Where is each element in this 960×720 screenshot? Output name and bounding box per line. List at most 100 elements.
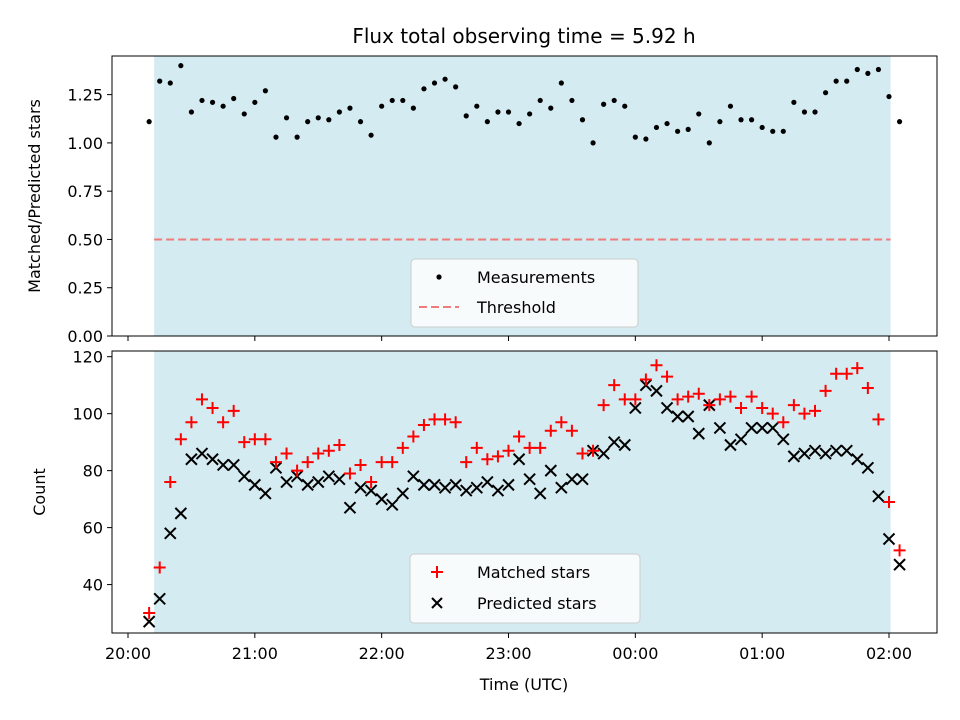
measurement-point — [421, 86, 427, 92]
predicted-star-point — [195, 447, 209, 460]
predicted-star-point — [840, 444, 853, 457]
measurement-point — [209, 99, 216, 105]
measurement-point — [389, 97, 395, 104]
measurement-point — [336, 109, 342, 115]
measurement-point — [379, 103, 385, 109]
matched-star-point — [608, 379, 621, 392]
count-x-tick-label: 22:00 — [359, 644, 405, 663]
legend-predicted-label: Predicted stars — [477, 594, 597, 613]
matched-star-point — [523, 441, 536, 454]
predicted-star-point — [185, 453, 198, 466]
measurement-point — [738, 117, 744, 123]
legend-measurements-label: Measurements — [477, 268, 595, 287]
matched-star-point — [555, 416, 568, 429]
measurement-point — [780, 128, 786, 134]
predicted-star-point — [534, 487, 547, 500]
measurement-point — [569, 97, 575, 104]
measurement-point — [643, 136, 649, 142]
measurement-point — [770, 128, 776, 134]
ratio-y-tick-label: 0.50 — [67, 230, 103, 249]
ratio-axes-frame — [111, 55, 938, 337]
predicted-star-point — [153, 592, 166, 606]
matched-star-point — [830, 367, 843, 380]
count-y-tick-label: 100 — [72, 405, 103, 424]
predicted-star-point — [386, 498, 399, 512]
matched-star-point — [280, 447, 293, 460]
predicted-star-point — [375, 492, 388, 506]
matched-star-point — [513, 430, 526, 443]
predicted-star-point — [407, 470, 420, 483]
measurement-point — [685, 126, 691, 132]
measurement-point — [505, 109, 512, 115]
count-y-ticks: 40 60 80 100 120 — [72, 348, 112, 595]
measurement-point — [495, 109, 501, 115]
ratio-y-tick-label: 0.00 — [67, 327, 103, 346]
chart-title: Flux total observing time = 5.92 h — [352, 24, 695, 48]
matched-star-point — [661, 370, 674, 383]
measurement-point — [717, 119, 723, 125]
ratio-y-tick-label: 1.00 — [67, 134, 103, 153]
predicted-star-point — [671, 410, 684, 423]
measurement-point — [579, 117, 586, 123]
count-y-tick-label: 60 — [83, 519, 103, 538]
matched-star-point — [291, 464, 304, 477]
measurement-point — [801, 109, 808, 115]
matched-star-point — [766, 407, 779, 420]
predicted-star-point — [618, 438, 631, 452]
matched-star-point — [143, 607, 156, 620]
matched-star-point — [439, 413, 452, 426]
matched-star-point — [861, 382, 874, 395]
measurement-point — [241, 111, 247, 117]
measurement-point — [696, 111, 702, 117]
predicted-star-point — [734, 433, 748, 446]
matched-star-point — [375, 456, 388, 469]
count-legend: Matched stars Predicted stars — [409, 553, 641, 624]
matched-star-point — [618, 393, 631, 406]
matched-star-point — [481, 453, 494, 466]
predicted-star-point — [280, 475, 293, 489]
matched-star-point — [544, 424, 557, 437]
predicted-star-point — [333, 472, 346, 486]
measurement-point — [146, 119, 152, 125]
matched-star-point — [428, 413, 441, 426]
measurement-point — [431, 80, 438, 86]
predicted-star-point — [576, 472, 589, 486]
measurement-point — [833, 78, 839, 84]
measurement-point — [167, 80, 173, 86]
predicted-star-point — [174, 507, 188, 520]
matched-star-point — [502, 444, 515, 457]
measurement-point — [590, 140, 596, 146]
predicted-star-point — [660, 401, 674, 415]
matched-star-point — [460, 456, 473, 469]
matched-star-points — [143, 359, 906, 620]
measurement-point — [368, 132, 374, 138]
measurement-point — [262, 88, 269, 94]
count-y-tick-label: 80 — [83, 462, 103, 481]
measurement-point — [199, 97, 205, 104]
legend-measurements-marker — [436, 274, 442, 280]
measurement-point — [315, 115, 321, 121]
count-y-tick-label: 120 — [72, 348, 103, 367]
matched-star-point — [217, 416, 230, 429]
measurement-points — [146, 63, 903, 146]
measurement-point — [178, 63, 184, 69]
predicted-star-point — [650, 384, 663, 398]
matched-star-point — [269, 456, 282, 469]
measurement-point — [632, 134, 638, 140]
ratio-y-tick-label: 0.75 — [67, 182, 103, 201]
measurement-point — [516, 120, 522, 127]
measurement-point — [748, 117, 755, 123]
measurement-point — [622, 103, 628, 109]
matched-star-point — [724, 390, 737, 403]
measurement-point — [283, 115, 290, 121]
predicted-star-point — [629, 401, 642, 415]
matched-star-point — [153, 561, 166, 574]
matched-star-point — [227, 404, 240, 417]
matched-star-point — [809, 404, 822, 417]
matched-star-point — [756, 401, 769, 414]
legend-matched-label: Matched stars — [477, 563, 590, 582]
measurement-point — [759, 124, 765, 131]
measurement-point — [727, 103, 734, 109]
measurement-point — [706, 140, 712, 146]
measurement-point — [886, 93, 892, 100]
